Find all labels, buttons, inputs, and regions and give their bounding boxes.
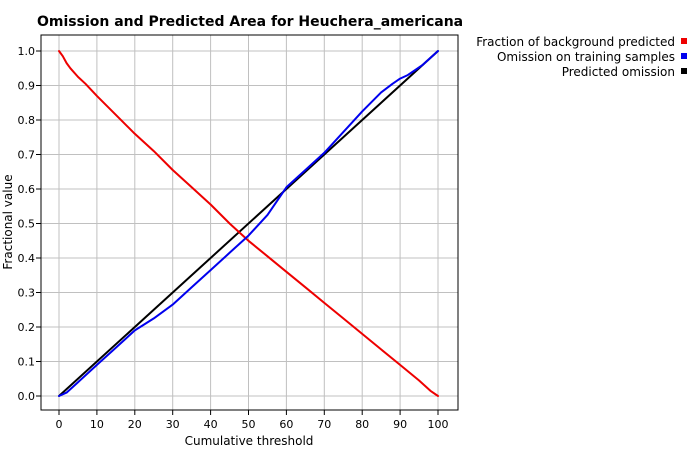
x-tick-label: 100 [428,418,449,431]
series-line-omission-on-training-samples [58,50,439,397]
y-tick-label: 0.6 [18,183,36,196]
x-axis-label: Cumulative threshold [185,434,314,448]
series-line-fraction-of-background-predicted [58,50,439,397]
x-tick-label: 20 [128,418,142,431]
y-axis-label: Fractional value [1,174,15,269]
legend-label: Fraction of background predicted [476,35,675,49]
x-tick-label: 50 [242,418,256,431]
x-tick-label: 30 [166,418,180,431]
x-tick-label: 0 [56,418,63,431]
x-tick-label: 10 [90,418,104,431]
y-tick-label: 0.4 [18,252,36,265]
chart-title: Omission and Predicted Area for Heuchera… [37,14,463,30]
y-tick-label: 0.7 [18,149,36,162]
grid [41,35,458,410]
plot-frame [40,34,459,411]
series-line-predicted-omission [58,50,439,397]
y-tick-label: 0.3 [18,287,36,300]
y-tick-label: 0.1 [18,356,36,369]
y-tick-label: 0.2 [18,321,36,334]
legend-swatch [681,53,687,59]
x-tick-label: 70 [317,418,331,431]
x-tick-label: 60 [279,418,293,431]
legend-label: Omission on training samples [497,50,675,64]
y-tick-label: 0.9 [18,80,36,93]
series-layer [58,50,439,397]
x-tick-label: 90 [393,418,407,431]
x-tick-label: 40 [204,418,218,431]
x-axis-ticks: 0 10 20 30 40 50 60 70 80 90 100 [56,410,449,431]
legend-label: Predicted omission [562,65,675,79]
legend-swatch [681,38,687,44]
x-tick-label: 80 [355,418,369,431]
y-axis-ticks: 0.0 0.1 0.2 0.3 0.4 0.5 0.6 0.7 0.8 0.9 1.0 [18,45,41,403]
y-tick-label: 0.8 [18,114,36,127]
y-tick-label: 1.0 [18,45,36,58]
y-tick-label: 0.0 [18,390,36,403]
y-tick-label: 0.5 [18,218,36,231]
legend-swatch [681,68,687,74]
legend: Fraction of background predictedOmission… [476,35,687,79]
